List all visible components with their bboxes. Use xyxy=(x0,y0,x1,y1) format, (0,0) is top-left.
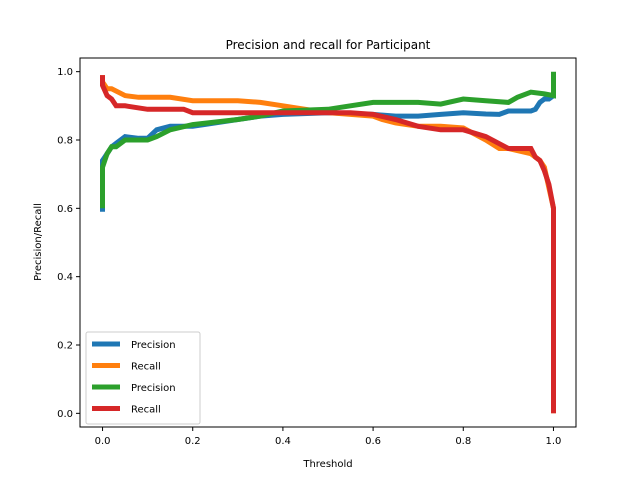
legend-label: Precision xyxy=(131,383,176,394)
series-layer xyxy=(100,71,556,414)
x-tick-label: 0.0 xyxy=(95,436,111,447)
x-axis-label: Threshold xyxy=(302,459,352,470)
legend-label: Precision xyxy=(131,340,176,351)
legend: Precision Recall Precision Recall xyxy=(85,331,201,425)
legend-label: Recall xyxy=(131,405,161,416)
y-axis-label: Precision/Recall xyxy=(33,203,44,281)
y-tick-label: 0.2 xyxy=(57,341,73,352)
y-tick-label: 0.4 xyxy=(57,272,73,283)
chart-title: Precision and recall for Participant xyxy=(226,38,431,52)
y-tick-label: 0.6 xyxy=(57,204,73,215)
legend-label: Recall xyxy=(131,362,161,373)
y-tick-label: 0.8 xyxy=(57,136,73,147)
x-tick-label: 0.4 xyxy=(275,436,291,447)
plot-frame xyxy=(79,57,577,428)
y-tick-label: 1.0 xyxy=(57,67,73,78)
y-tick-label: 0.0 xyxy=(57,409,73,420)
x-axis: 0.0 0.2 0.4 0.6 0.8 1.0 xyxy=(95,427,562,447)
x-tick-label: 1.0 xyxy=(546,436,562,447)
x-tick-label: 0.2 xyxy=(185,436,201,447)
series-line-4 xyxy=(100,75,556,414)
legend-frame xyxy=(85,331,201,425)
y-axis: 0.0 0.2 0.4 0.6 0.8 1.0 xyxy=(57,67,80,420)
x-tick-label: 0.6 xyxy=(365,436,381,447)
x-tick-label: 0.8 xyxy=(455,436,471,447)
